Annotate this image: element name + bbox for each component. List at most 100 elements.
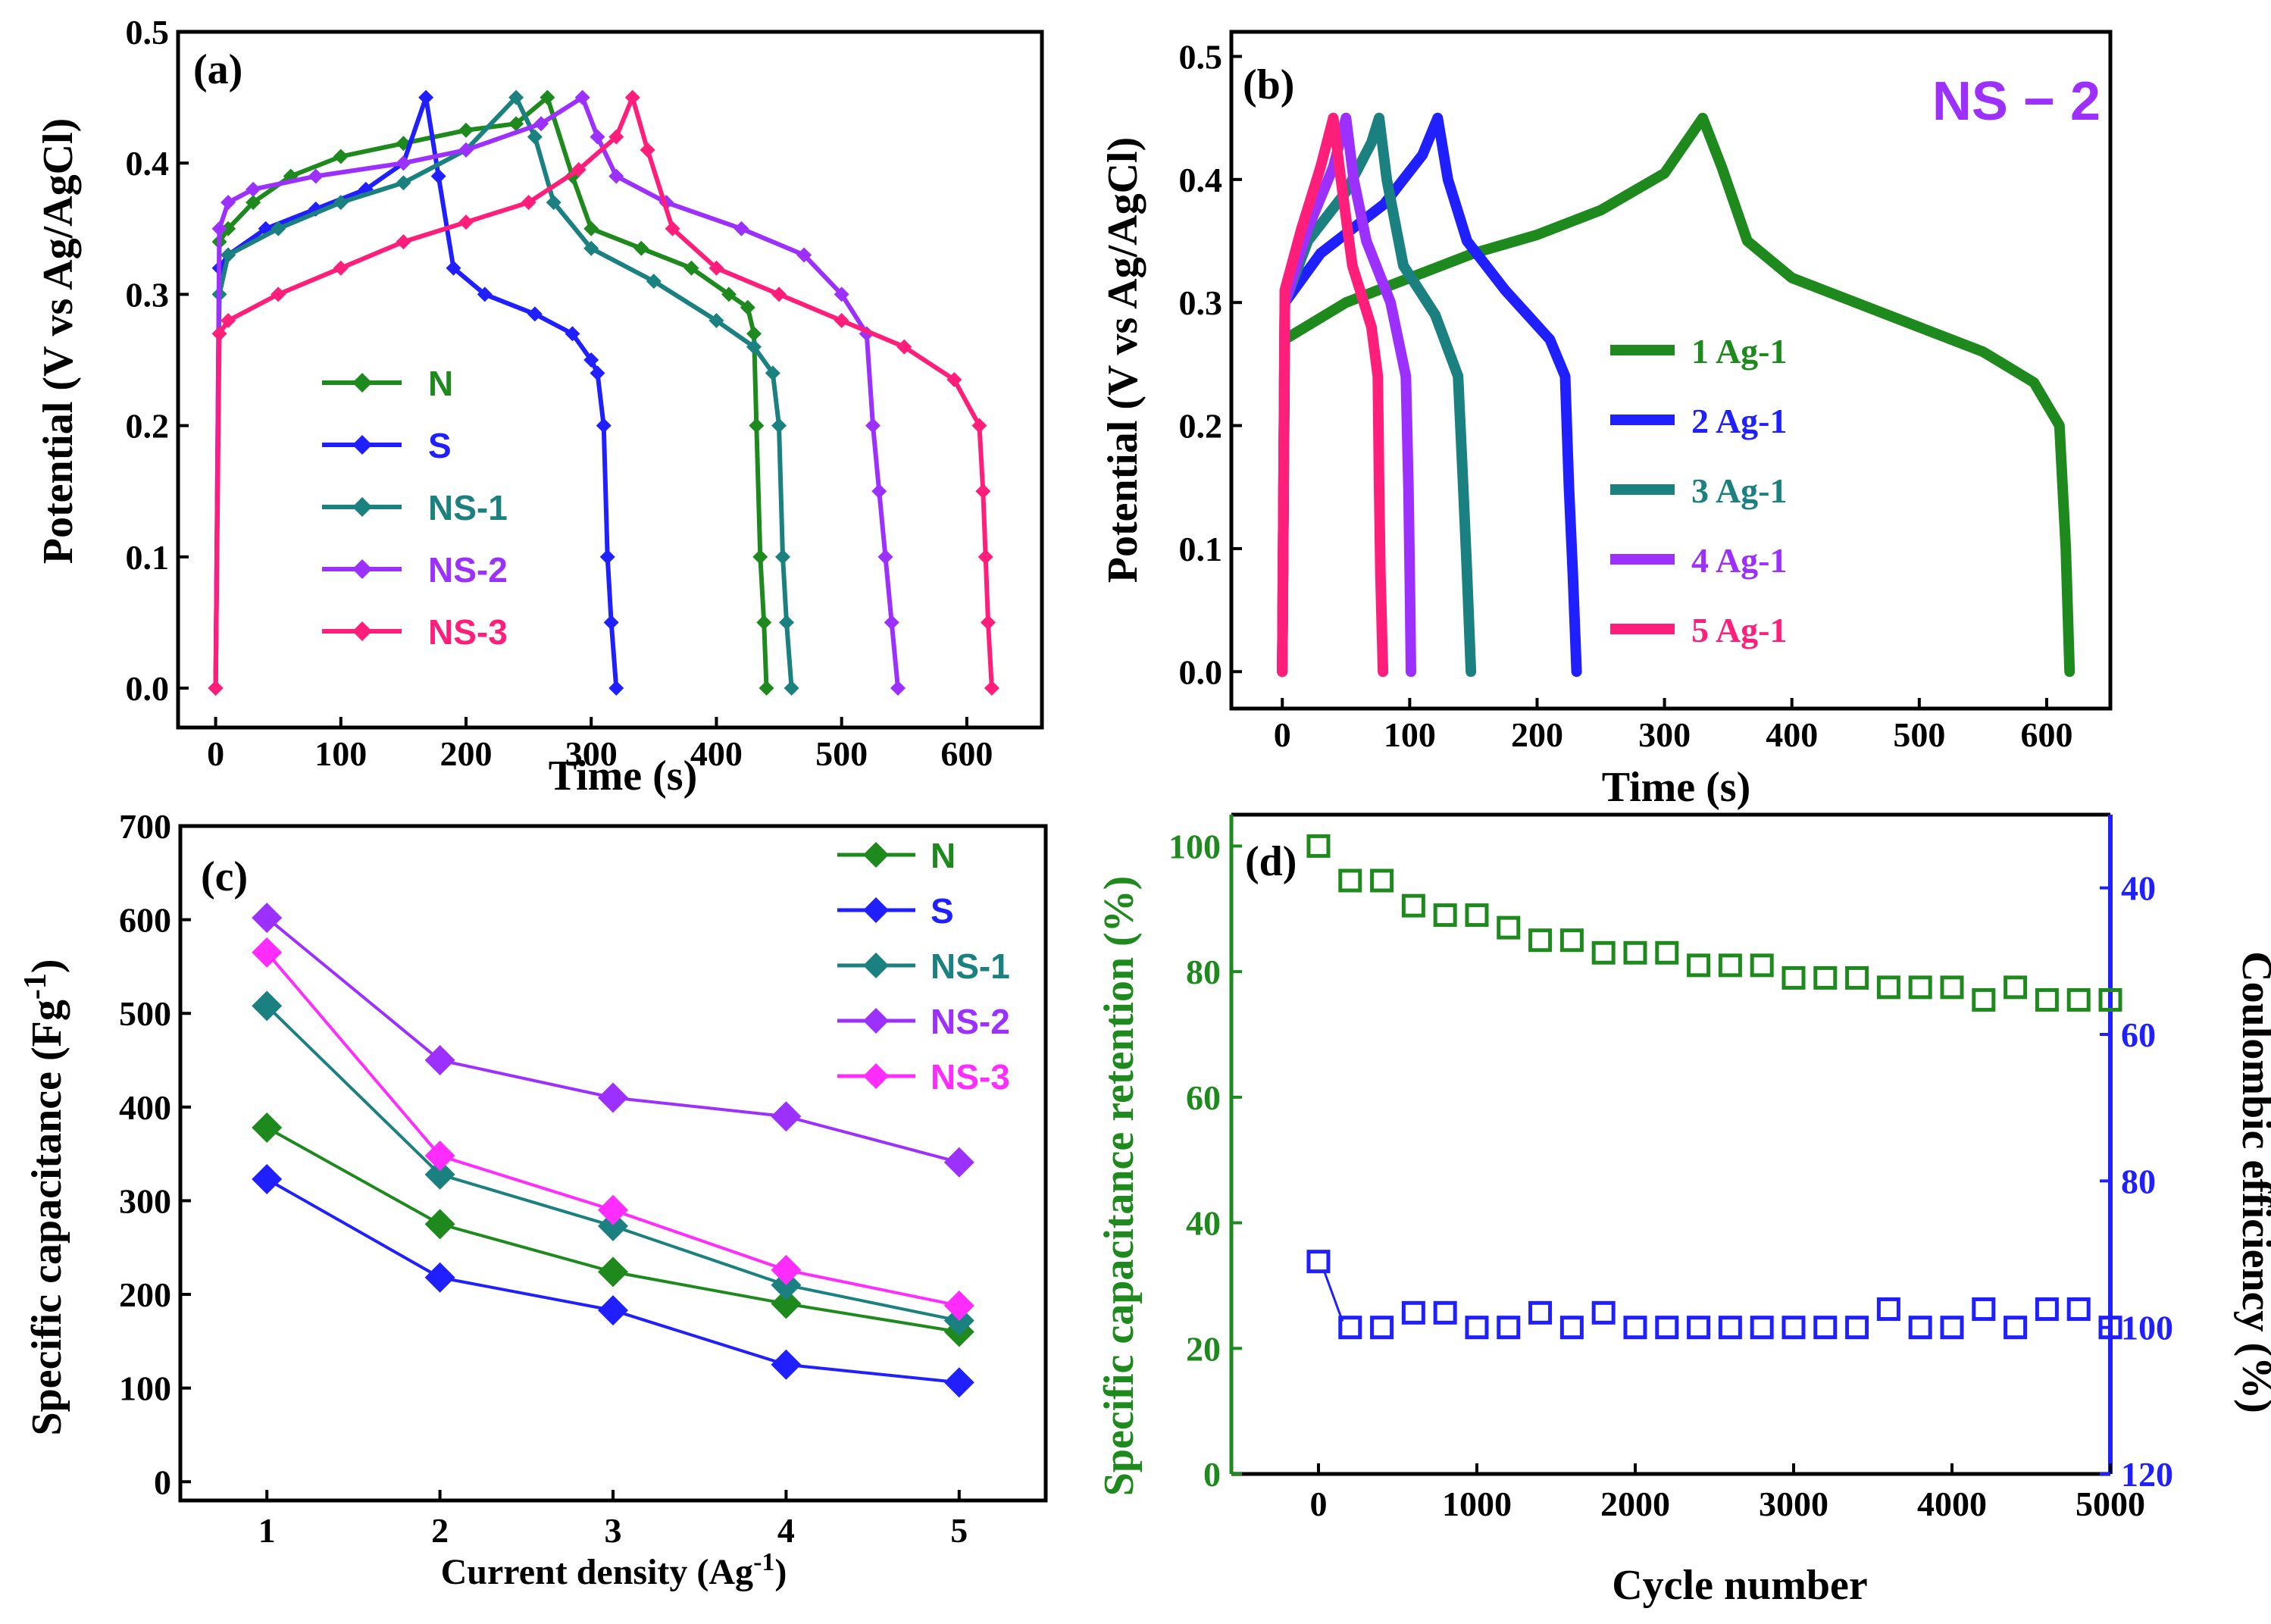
panel-a-point bbox=[683, 260, 699, 276]
panel-a-point bbox=[971, 418, 987, 433]
panel-a-point bbox=[746, 339, 762, 355]
panel-a-point bbox=[583, 352, 599, 368]
panel-a-point bbox=[396, 175, 411, 191]
panel-a-point bbox=[430, 168, 446, 184]
panel-d-coulombic-point bbox=[1908, 1316, 1932, 1340]
panel-c-legend-marker bbox=[863, 953, 889, 978]
panel-a-point bbox=[590, 129, 605, 145]
panel-d-ytick-right-label: 40 bbox=[2121, 869, 2156, 908]
panel-a-point bbox=[571, 161, 587, 177]
panel-a-point bbox=[583, 240, 599, 256]
panel-c-point bbox=[943, 1367, 974, 1398]
panel-c-ytick-label: 700 bbox=[119, 807, 171, 846]
panel-a-label: (a) bbox=[193, 46, 242, 93]
panel-a-point bbox=[896, 339, 912, 355]
panel-a-point bbox=[246, 181, 261, 197]
panel-a-point bbox=[665, 221, 680, 236]
panel-a-legend-label: S bbox=[428, 426, 452, 465]
panel-c-point bbox=[771, 1254, 802, 1285]
panel-c-point bbox=[598, 1082, 628, 1113]
panel-d-retention-point bbox=[1845, 965, 1869, 990]
panel-c-point bbox=[771, 1349, 802, 1380]
panel-c-point bbox=[252, 1164, 283, 1195]
panel-a-point bbox=[446, 260, 461, 276]
panel-a-point bbox=[765, 365, 780, 381]
panel-a-point bbox=[271, 221, 286, 236]
panel-c-point bbox=[424, 1262, 455, 1293]
panel-a-point bbox=[646, 274, 662, 289]
panel-a-point bbox=[771, 286, 787, 302]
panel-a-point bbox=[208, 681, 224, 696]
panel-d-retention-point bbox=[1497, 915, 1521, 940]
panel-c-point bbox=[598, 1256, 628, 1288]
panel-d-coulombic-point bbox=[1433, 1300, 1457, 1325]
panel-c-ylabel-end: ) bbox=[23, 959, 70, 973]
panel-d-retention-point bbox=[1465, 903, 1489, 928]
panel-d-retention-point bbox=[1433, 903, 1457, 928]
panel-b-ytick-label: 0.3 bbox=[1179, 283, 1223, 322]
panel-c-xtick-label: 5 bbox=[950, 1511, 968, 1550]
panel-a-point bbox=[458, 142, 474, 158]
panel-c-legend-label: S bbox=[931, 891, 954, 931]
panel-a-xtick-label: 400 bbox=[690, 734, 743, 773]
panel-b: (b) NS − 2 Time (s) Potential (V vs Ag/A… bbox=[1100, 61, 2101, 811]
panel-d-retention-point bbox=[1306, 834, 1331, 858]
panel-a-point bbox=[633, 240, 649, 256]
panel-a-point bbox=[884, 615, 899, 631]
panel-c-legend-marker bbox=[863, 842, 889, 868]
panel-a-point bbox=[418, 89, 434, 105]
panel-d-coulombic-point bbox=[1655, 1316, 1679, 1340]
panel-d-retention-point bbox=[2004, 975, 2028, 1000]
panel-a-legend-label: N bbox=[428, 364, 453, 403]
panel-a-point bbox=[527, 306, 543, 322]
panel-d-retention-point bbox=[1781, 965, 1806, 990]
panel-a-xtick-label: 300 bbox=[565, 734, 618, 773]
panel-d-xtick-label: 1000 bbox=[1442, 1485, 1512, 1523]
panel-c-xtick-label: 3 bbox=[605, 1511, 622, 1550]
panel-a-point bbox=[574, 89, 590, 105]
panel-c-xtick-label: 4 bbox=[777, 1511, 795, 1550]
panel-a-point bbox=[877, 549, 893, 565]
panel-a-point bbox=[221, 195, 236, 211]
panel-c-ytick-label: 600 bbox=[119, 901, 171, 940]
panel-b-series bbox=[1277, 112, 1582, 677]
panel-c-point bbox=[771, 1288, 802, 1319]
panel-a-point bbox=[834, 313, 849, 329]
panel-b-xtick-label: 400 bbox=[1766, 715, 1818, 754]
panel-a-point bbox=[333, 260, 349, 276]
panel-d-coulombic-point bbox=[2098, 1316, 2122, 1340]
panel-a-point bbox=[608, 168, 624, 184]
panel-a-legend: NS NS-1 NS-2 NS-3 bbox=[322, 364, 508, 652]
panel-c-point bbox=[424, 1141, 455, 1172]
panel-a-legend-label: NS-2 bbox=[428, 550, 508, 590]
panel-d-coulombic-point bbox=[1306, 1250, 1331, 1274]
panel-d-label: (d) bbox=[1245, 838, 1297, 885]
panel-c-xtick-label: 1 bbox=[258, 1511, 276, 1550]
panel-a-point bbox=[221, 313, 236, 329]
panel-b-legend-label: 5 Ag-1 bbox=[1691, 611, 1788, 649]
panel-c-point bbox=[424, 1209, 455, 1240]
panel-c-point bbox=[424, 1159, 455, 1190]
panel-d-retention-point bbox=[1876, 975, 1900, 1000]
panel-b-legend-label: 4 Ag-1 bbox=[1691, 541, 1788, 580]
panel-c-legend: NS NS-1 NS-2 NS-3 bbox=[837, 836, 1010, 1097]
panel-d-coulombic-point bbox=[1940, 1316, 1964, 1340]
panel-d-coulombic-point bbox=[1591, 1300, 1616, 1325]
panel-d-retention-point bbox=[1908, 975, 1932, 1000]
panel-b-frame bbox=[1229, 30, 2113, 711]
panel-d-coulombic-point bbox=[2066, 1297, 2091, 1321]
panel-b-xlabel: Time (s) bbox=[1602, 764, 1751, 811]
panel-a-point bbox=[271, 286, 286, 302]
panel-d-coulombic-point bbox=[1781, 1316, 1806, 1340]
panel-a-point bbox=[521, 195, 536, 211]
panel-a-legend-marker bbox=[352, 435, 372, 455]
panel-a-point bbox=[608, 681, 624, 696]
panel-a-point bbox=[211, 326, 227, 342]
panel-a-ytick-label: 0.5 bbox=[126, 13, 170, 52]
panel-d-retention-point bbox=[1401, 893, 1425, 918]
panel-a-point bbox=[784, 681, 799, 696]
panel-a-ytick-label: 0.0 bbox=[126, 669, 170, 708]
panel-d-coulombic-point bbox=[1845, 1316, 1869, 1340]
panel-c-ytick-label: 200 bbox=[119, 1275, 171, 1314]
panel-b-ytick-label: 0.4 bbox=[1179, 161, 1223, 199]
